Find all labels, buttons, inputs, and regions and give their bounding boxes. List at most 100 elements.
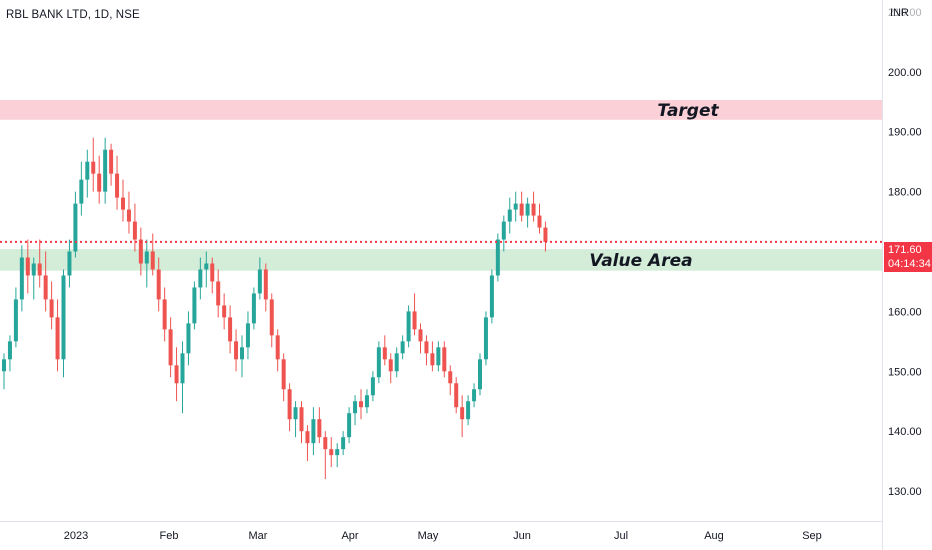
time-tick-5: Jun: [513, 530, 531, 542]
candle-42: [251, 287, 256, 330]
candle-61: [364, 389, 369, 414]
zone-label-1: Value Area: [589, 251, 692, 271]
candle-body: [240, 347, 244, 360]
candle-58: [347, 407, 352, 444]
candle-60: [359, 389, 363, 420]
candle-90: [537, 203, 542, 234]
currency-label: INR: [890, 7, 909, 19]
candle-body: [311, 419, 316, 444]
candle-89: [531, 191, 536, 222]
candle-9: [55, 299, 60, 372]
candle-body: [317, 419, 322, 438]
candle-29: [174, 347, 179, 402]
candle-30: [180, 341, 185, 414]
candle-body: [67, 251, 72, 276]
time-tick-0: 2023: [64, 530, 88, 542]
bar-countdown: 04:14:34: [888, 258, 931, 270]
candle-0: [2, 353, 6, 390]
candle-body: [263, 269, 268, 300]
candle-48: [287, 383, 292, 432]
candle-body: [222, 305, 227, 318]
zone-label-0: Target: [657, 101, 719, 121]
candle-80: [478, 353, 482, 396]
candle-body: [150, 251, 155, 270]
candle-83: [495, 233, 500, 282]
symbol-title: RBL BANK LTD, 1D, NSE: [6, 9, 140, 21]
candle-body: [394, 353, 399, 372]
price-tick-6: 190.00: [888, 127, 922, 139]
candle-body: [353, 401, 358, 414]
candle-body: [7, 341, 12, 360]
candle-body: [210, 263, 215, 282]
candle-body: [543, 227, 548, 242]
candle-body: [293, 407, 298, 420]
candle-39: [234, 329, 239, 372]
candle-body: [448, 371, 453, 384]
candle-4: [25, 239, 30, 294]
candle-46: [275, 329, 280, 372]
candle-body: [531, 203, 536, 216]
candle-51: [305, 425, 310, 462]
candle-6: [37, 239, 42, 288]
candle-body: [329, 449, 334, 456]
candle-body: [305, 431, 310, 444]
price-tick-0: 130.00: [888, 486, 922, 498]
candle-49: [293, 401, 298, 438]
candle-64: [382, 335, 387, 366]
candle-41: [245, 311, 250, 360]
candle-body: [424, 341, 429, 354]
candle-50: [299, 401, 304, 444]
candle-body: [180, 353, 185, 384]
candle-body: [103, 149, 108, 192]
candle-36: [216, 269, 221, 318]
candle-body: [525, 203, 530, 216]
candle-38: [228, 305, 233, 354]
candle-body: [37, 263, 42, 276]
candle-body: [478, 359, 482, 390]
candle-body: [25, 257, 30, 276]
candle-24: [144, 239, 149, 288]
candle-body: [388, 359, 393, 372]
candle-52: [311, 407, 316, 456]
candle-1: [7, 335, 12, 372]
candle-63: [376, 341, 381, 384]
candle-55: [329, 437, 334, 468]
candle-body: [79, 179, 84, 204]
zones-layer: Target Value Area: [0, 100, 882, 271]
price-tick-7: 200.00: [888, 67, 922, 79]
candle-76: [454, 377, 459, 414]
candle-34: [204, 251, 209, 288]
candle-21: [126, 191, 131, 234]
candle-7: [43, 251, 48, 312]
candle-40: [240, 335, 244, 378]
candle-13: [79, 161, 84, 216]
time-axis[interactable]: 2023 Feb Mar Apr May Jun Jul Aug Sep: [64, 530, 822, 542]
candle-body: [49, 299, 54, 318]
zone-band-0: [0, 100, 882, 120]
candle-28: [168, 317, 173, 378]
candle-body: [466, 401, 471, 420]
candle-body: [186, 323, 191, 354]
candle-body: [156, 269, 161, 300]
candle-body: [275, 335, 280, 360]
candle-67: [400, 335, 405, 360]
candle-body: [85, 161, 90, 180]
candle-16: [97, 155, 102, 204]
candle-body: [257, 269, 262, 294]
candle-body: [281, 359, 286, 390]
candle-43: [257, 257, 262, 300]
candle-body: [495, 239, 500, 276]
candle-65: [388, 353, 393, 384]
candle-body: [454, 383, 459, 408]
candle-body: [376, 347, 381, 378]
candles-layer: [2, 137, 548, 480]
candle-body: [228, 317, 233, 342]
candle-72: [430, 341, 435, 372]
candle-body: [31, 263, 36, 276]
candle-body: [430, 353, 435, 366]
price-tick-1: 140.00: [888, 426, 922, 438]
candle-2: [13, 287, 18, 348]
candle-body: [269, 299, 274, 336]
candle-body: [2, 359, 6, 372]
